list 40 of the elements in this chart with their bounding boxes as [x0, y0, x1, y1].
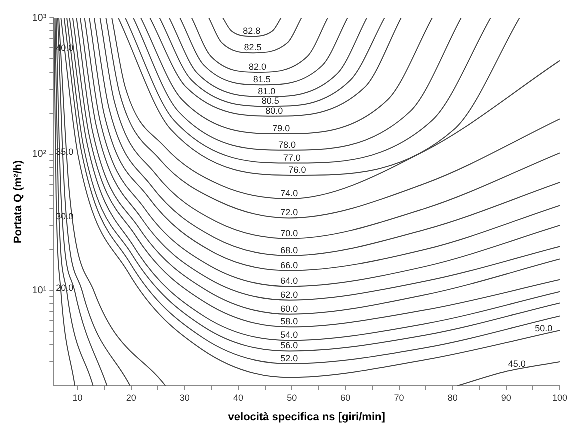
x-tick-label: 20 — [126, 392, 136, 403]
annotation: 54.0 — [280, 330, 298, 340]
y-tick-label: 10² — [32, 149, 48, 160]
x-tick-label: 80 — [448, 392, 458, 403]
annotation: 79.0 — [272, 123, 290, 134]
x-tick-label: 10 — [72, 392, 83, 403]
x-tick-label: 90 — [501, 392, 512, 403]
x-tick-label: 70 — [394, 392, 404, 403]
annotation: 70.0 — [280, 228, 298, 238]
x-tick-label: 40 — [234, 392, 244, 403]
y-axis-title: Portata Q (m²/h) — [12, 160, 25, 244]
annotation: 76.0 — [288, 164, 306, 175]
annotation: 52.0 — [280, 353, 298, 364]
x-tick-label: 30 — [180, 392, 190, 403]
y-tick-label: 10¹ — [32, 285, 48, 296]
annotation: 81.5 — [253, 74, 271, 85]
x-axis-title: velocità specifica ns [giri/min] — [228, 411, 386, 424]
annotation: 80.0 — [266, 106, 284, 116]
annotation: 74.0 — [280, 188, 298, 199]
annotation: 66.0 — [280, 260, 298, 270]
annotation: 64.0 — [280, 276, 298, 286]
x-tick-label: 100 — [552, 392, 568, 403]
annotation: 81.0 — [258, 86, 276, 96]
y-tick-label: 10³ — [32, 12, 48, 24]
annotation: 58.0 — [280, 316, 298, 327]
annotation: 50.0 — [535, 324, 553, 334]
annotation: 80.5 — [262, 96, 280, 106]
annotation: 62.0 — [280, 290, 298, 300]
annotation: 77.0 — [283, 152, 301, 163]
x-tick-label: 60 — [340, 392, 351, 403]
annotation: 78.0 — [278, 140, 296, 150]
annotation: 45.0 — [508, 358, 526, 369]
annotation: 68.0 — [280, 245, 298, 256]
annotation: 60.0 — [280, 304, 298, 314]
annotation: 82.5 — [244, 42, 262, 53]
annotation: 82.0 — [249, 62, 267, 72]
x-tick-label: 50 — [287, 392, 298, 403]
annotation: 56.0 — [280, 340, 298, 351]
annotation: 72.0 — [280, 208, 298, 218]
annotation: 82.8 — [243, 26, 261, 36]
